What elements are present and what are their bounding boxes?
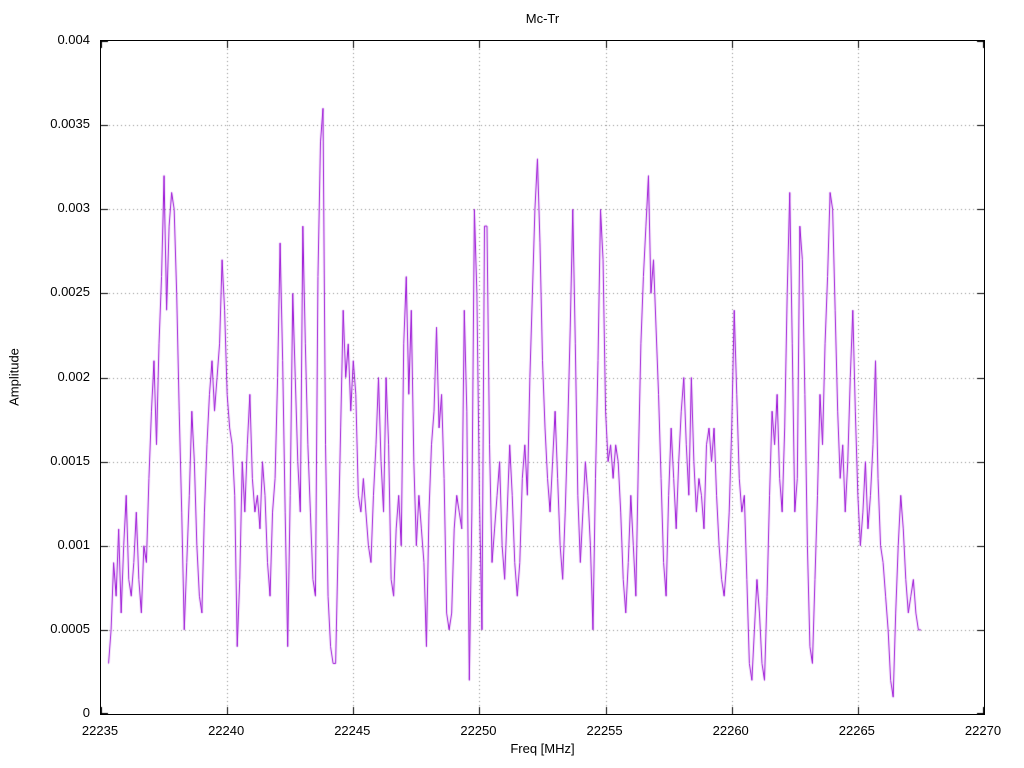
x-tick-label: 22250: [460, 723, 497, 738]
x-tick-label: 22255: [586, 723, 623, 738]
y-tick-label: 0.0025: [50, 284, 90, 300]
y-tick-label: 0.002: [57, 368, 90, 384]
y-tick-label: 0.0035: [50, 116, 90, 132]
x-axis-label: Freq [MHz]: [510, 741, 575, 756]
x-tick-label: 22260: [712, 723, 749, 738]
x-tick-label: 22270: [964, 723, 1002, 738]
plot-canvas: [101, 41, 984, 714]
x-tick-label: 22240: [208, 723, 245, 738]
y-tick-label: 0.0005: [50, 620, 90, 636]
y-tick-label: 0.004: [57, 32, 90, 47]
x-tick-label: 22235: [81, 723, 119, 738]
x-tick-label: 22245: [334, 723, 371, 738]
y-tick-label: 0.0015: [50, 452, 90, 468]
plot-area: [100, 40, 985, 715]
y-tick-label: 0.001: [57, 536, 90, 552]
y-tick-label: 0: [82, 705, 90, 720]
y-tick-label: 0.003: [57, 200, 90, 216]
chart-title: Mc-Tr: [525, 11, 560, 26]
x-tick-label: 22265: [838, 723, 875, 738]
